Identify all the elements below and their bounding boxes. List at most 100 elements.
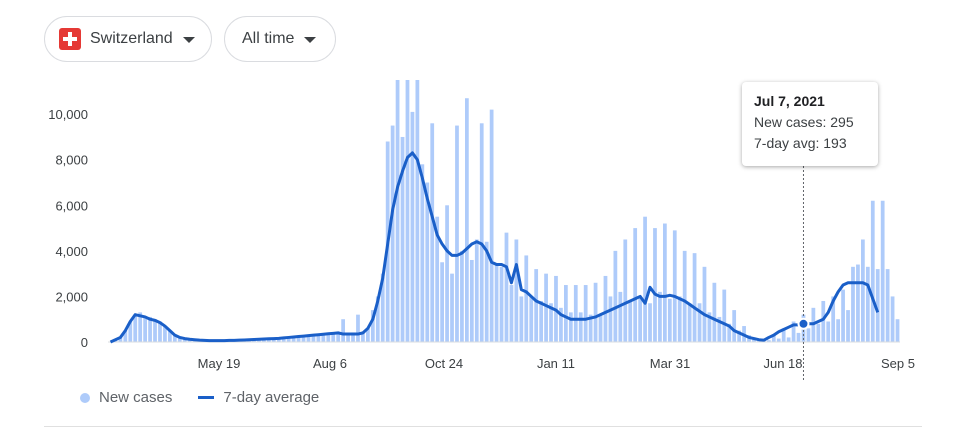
new-cases-bar bbox=[311, 335, 316, 342]
new-cases-bar bbox=[425, 182, 430, 342]
new-cases-bar bbox=[687, 303, 692, 342]
x-tick-label: Jun 18 bbox=[763, 356, 802, 371]
new-cases-bar bbox=[692, 253, 697, 342]
new-cases-bar bbox=[841, 289, 845, 342]
new-cases-bar bbox=[405, 80, 410, 342]
new-cases-bar bbox=[519, 296, 524, 342]
x-tick-label: Oct 24 bbox=[425, 356, 463, 371]
new-cases-bar bbox=[603, 275, 608, 342]
new-cases-bar bbox=[326, 333, 331, 342]
new-cases-bar bbox=[776, 338, 781, 342]
new-cases-bar bbox=[271, 338, 276, 342]
tooltip-average: 7-day avg: 193 bbox=[754, 133, 866, 154]
new-cases-bar bbox=[361, 332, 365, 342]
new-cases-bar bbox=[851, 266, 855, 342]
new-cases-bar bbox=[865, 266, 870, 342]
new-cases-bar bbox=[380, 273, 385, 342]
bottom-divider bbox=[44, 426, 922, 427]
tooltip-date: Jul 7, 2021 bbox=[754, 93, 825, 109]
new-cases-bar bbox=[286, 337, 291, 342]
new-cases-bar bbox=[529, 296, 534, 342]
new-cases-bar bbox=[702, 266, 707, 342]
new-cases-bar bbox=[415, 80, 420, 342]
x-tick-label: Sep 5 bbox=[881, 356, 915, 371]
new-cases-bar bbox=[633, 228, 638, 342]
new-cases-bar bbox=[366, 328, 370, 342]
swiss-flag-icon bbox=[59, 28, 81, 50]
new-cases-legend-swatch bbox=[80, 392, 90, 403]
time-range-selector[interactable]: All time bbox=[224, 16, 336, 62]
new-cases-bar bbox=[559, 307, 563, 342]
new-cases-bar bbox=[831, 296, 836, 342]
new-cases-bar bbox=[826, 321, 831, 342]
new-cases-bar bbox=[375, 296, 380, 342]
new-cases-bar bbox=[143, 316, 147, 342]
new-cases-bar bbox=[677, 296, 682, 342]
new-cases-bar bbox=[351, 332, 355, 342]
new-cases-bar bbox=[573, 285, 578, 342]
new-cases-bar bbox=[653, 228, 657, 342]
new-cases-bar bbox=[494, 264, 499, 342]
new-cases-bar bbox=[821, 300, 826, 342]
new-cases-bar bbox=[856, 264, 860, 342]
new-cases-bar bbox=[781, 328, 786, 342]
new-cases-bar bbox=[737, 330, 741, 342]
new-cases-bar bbox=[658, 291, 662, 342]
new-cases-bar bbox=[123, 330, 128, 342]
new-cases-bar bbox=[643, 216, 647, 342]
new-cases-bar bbox=[306, 335, 311, 342]
new-cases-bar bbox=[564, 285, 568, 342]
new-cases-bar bbox=[509, 285, 514, 342]
new-cases-bar bbox=[593, 282, 598, 342]
new-cases-bar bbox=[870, 200, 875, 342]
new-cases-bar bbox=[321, 334, 326, 342]
new-cases-bar bbox=[682, 250, 687, 342]
y-tick-label: 4,000 bbox=[55, 244, 88, 259]
new-cases-bar bbox=[465, 98, 469, 342]
new-cases-bar bbox=[133, 314, 138, 342]
new-cases-bar bbox=[445, 205, 449, 342]
seven-day-average-line bbox=[109, 151, 880, 344]
y-axis: 0 2,000 4,000 6,000 8,000 10,000 bbox=[48, 107, 88, 350]
new-cases-bar bbox=[430, 123, 435, 342]
new-cases-bar bbox=[816, 323, 821, 342]
new-cases-bar bbox=[182, 338, 187, 342]
new-cases-bar bbox=[806, 328, 811, 342]
new-cases-bar bbox=[539, 300, 543, 342]
new-cases-bar bbox=[598, 314, 603, 342]
country-label: Switzerland bbox=[90, 30, 173, 47]
new-cases-bar bbox=[172, 335, 177, 342]
new-cases-bar bbox=[484, 241, 489, 342]
new-cases-bar bbox=[301, 336, 306, 342]
new-cases-bar bbox=[707, 312, 712, 342]
new-cases-bar bbox=[469, 259, 474, 342]
new-cases-bar bbox=[628, 300, 633, 342]
new-cases-bar bbox=[697, 303, 702, 342]
new-cases-bar bbox=[435, 216, 440, 342]
average-legend-swatch bbox=[198, 396, 215, 399]
new-cases-bar bbox=[474, 239, 479, 342]
new-cases-bar bbox=[544, 273, 548, 342]
new-cases-bar bbox=[460, 250, 464, 342]
new-cases-bar bbox=[771, 335, 776, 342]
new-cases-bar bbox=[336, 332, 341, 342]
caret-down-icon bbox=[304, 37, 317, 43]
tooltip-new-cases: New cases: 295 bbox=[754, 112, 866, 133]
new-cases-bar bbox=[128, 321, 133, 342]
new-cases-bar bbox=[479, 123, 484, 342]
new-cases-bar bbox=[836, 319, 840, 342]
new-cases-bar bbox=[346, 334, 350, 342]
new-cases-bar bbox=[588, 314, 593, 342]
new-cases-bar bbox=[885, 269, 890, 342]
country-selector[interactable]: Switzerland bbox=[44, 16, 212, 62]
y-tick-label: 8,000 bbox=[55, 153, 88, 168]
new-cases-bar bbox=[276, 338, 281, 342]
new-cases-bar bbox=[341, 319, 345, 342]
new-cases-bar bbox=[796, 332, 801, 342]
y-tick-label: 6,000 bbox=[55, 198, 88, 213]
new-cases-bar bbox=[549, 303, 553, 342]
new-cases-bar bbox=[861, 239, 865, 342]
new-cases-bar bbox=[717, 316, 722, 342]
new-cases-legend-label: New cases bbox=[99, 389, 173, 406]
